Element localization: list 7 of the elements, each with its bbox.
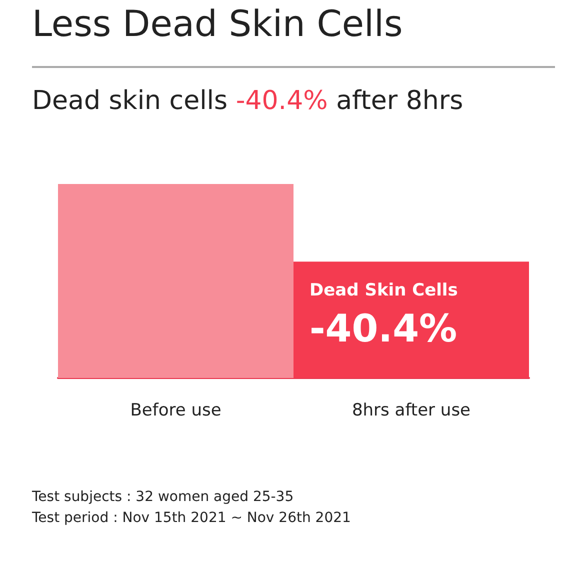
x-tick-label: 8hrs after use bbox=[352, 400, 471, 420]
text: Test subjects : 32 women aged 25-35 bbox=[32, 488, 295, 507]
text: Test period : Nov 15th 2021 ~ Nov 26th 2021 bbox=[32, 509, 351, 528]
annotation: Dead Skin Cells -40.4% bbox=[310, 280, 458, 351]
chart-title: Less Dead Skin Cells bbox=[32, 4, 403, 45]
x-tick-label: Before use bbox=[130, 400, 222, 420]
chart-subtitle: Dead skin cells -40.4% after 8hrs bbox=[32, 86, 464, 116]
